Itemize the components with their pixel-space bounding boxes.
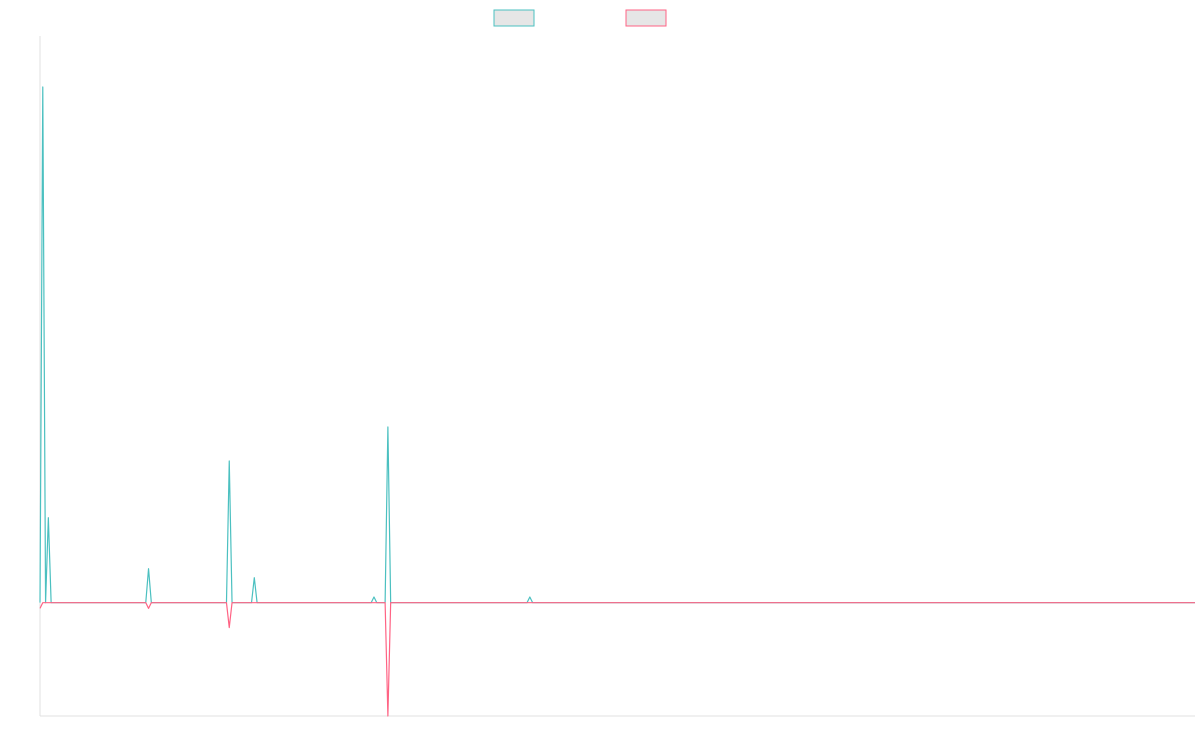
axes [39, 36, 1195, 717]
legend-swatch-2 [625, 9, 667, 27]
series-2-line [39, 602, 1195, 717]
legend [493, 9, 667, 27]
plot-area [39, 86, 1195, 717]
legend-swatch-1 [493, 9, 535, 27]
series-1-line [39, 86, 1195, 604]
